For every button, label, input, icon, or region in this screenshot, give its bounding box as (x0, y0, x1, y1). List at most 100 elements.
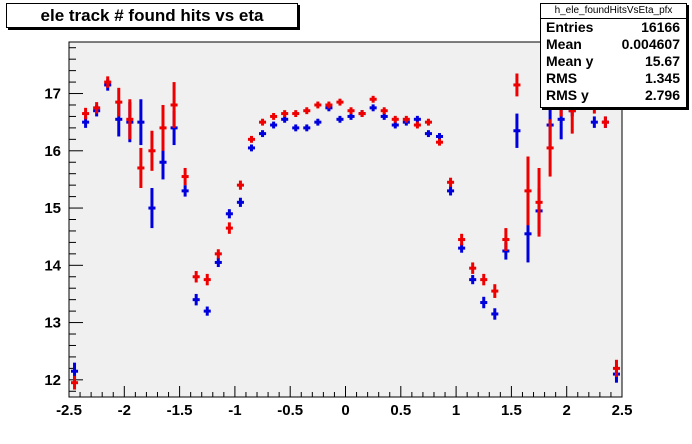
red-data-point (214, 249, 222, 259)
blue-data-point (469, 275, 477, 285)
y-tick-label: 14 (44, 257, 61, 274)
red-data-point (71, 375, 79, 390)
blue-data-point (270, 121, 278, 129)
y-tick-label: 17 (44, 86, 61, 103)
x-tick-label: 2 (563, 402, 571, 419)
red-data-point (126, 99, 134, 140)
red-data-point (336, 98, 344, 106)
red-data-point (292, 110, 300, 118)
stat-row-rms: RMS 1.345 (541, 70, 686, 87)
blue-data-point (225, 209, 233, 219)
blue-data-point (247, 144, 256, 152)
chart-title: ele track # found hits vs eta (6, 3, 298, 28)
stat-label: RMS y (546, 87, 589, 103)
blue-data-point (336, 115, 344, 123)
stat-value: 0.004607 (621, 36, 680, 52)
x-tick-label: -2 (118, 402, 131, 419)
red-data-point (447, 177, 455, 187)
blue-data-point (424, 130, 432, 138)
stat-value: 15.67 (644, 53, 680, 69)
x-tick-label: -2.5 (56, 402, 82, 419)
blue-data-point (369, 104, 377, 112)
red-data-point (93, 102, 101, 114)
x-tick-label: 0 (341, 402, 349, 419)
x-tick-label: 0.5 (390, 402, 411, 419)
red-data-point (502, 228, 510, 251)
stat-value: 16166 (641, 19, 680, 35)
red-data-point (104, 76, 112, 88)
y-tick-label: 15 (44, 200, 61, 217)
x-tick-label: -0.5 (277, 402, 303, 419)
y-tick-label: 16 (44, 143, 61, 160)
x-tick-label: -1.5 (167, 402, 193, 419)
blue-data-point (590, 116, 598, 128)
red-data-point (159, 104, 167, 151)
blue-data-point (259, 130, 267, 138)
plot-area (68, 41, 623, 398)
red-data-point (82, 107, 90, 120)
red-data-point (413, 121, 421, 129)
red-data-point (270, 113, 278, 120)
red-data-point (247, 135, 256, 143)
stat-label: Mean (546, 36, 582, 52)
x-tick-label: 1 (452, 402, 460, 419)
x-tick-label: 2.5 (612, 402, 633, 419)
red-data-point (469, 262, 477, 274)
red-data-point (325, 101, 333, 109)
blue-data-point (214, 257, 222, 268)
y-tick-label: 13 (44, 315, 61, 332)
red-data-point (612, 359, 620, 377)
blue-data-point (192, 293, 200, 306)
red-data-point (225, 222, 233, 234)
stat-row-mean-y: Mean y 15.67 (541, 53, 686, 70)
stat-value: 1.345 (644, 70, 680, 86)
red-data-point (513, 73, 521, 97)
stat-row-entries: Entries 16166 (541, 19, 686, 36)
y-tick-label: 12 (44, 372, 61, 389)
red-data-point (358, 110, 366, 118)
red-data-point (347, 107, 355, 115)
blue-data-point (236, 197, 244, 207)
red-data-point (148, 130, 156, 171)
red-data-point (314, 101, 322, 109)
red-data-point (115, 87, 123, 117)
blue-data-point (137, 99, 145, 146)
red-data-point (380, 107, 388, 115)
red-data-point (480, 273, 488, 286)
stat-row-rms-y: RMS y 2.796 (541, 87, 686, 104)
red-data-point (281, 110, 289, 118)
stats-box: h_ele_foundHitsVsEta_pfx Entries 16166 M… (540, 3, 687, 108)
red-data-point (181, 167, 189, 186)
blue-data-point (314, 118, 322, 126)
stats-name: h_ele_foundHitsVsEta_pfx (541, 4, 686, 19)
blue-data-point (292, 124, 300, 132)
red-data-point (259, 118, 267, 126)
red-data-point (402, 115, 410, 123)
stat-label: RMS (546, 70, 578, 86)
stat-value: 2.796 (644, 87, 680, 103)
blue-data-point (303, 124, 311, 132)
red-data-point (424, 118, 432, 126)
red-data-point (192, 271, 200, 283)
blue-data-point (480, 296, 488, 309)
red-data-point (170, 82, 178, 128)
red-data-point (303, 107, 311, 115)
blue-data-point (491, 308, 499, 320)
red-data-point (535, 167, 543, 237)
red-data-point (601, 116, 609, 128)
red-data-point (137, 147, 145, 189)
x-tick-label: 1.5 (501, 402, 522, 419)
red-data-point (491, 284, 499, 298)
red-data-point (546, 119, 554, 177)
stat-row-mean: Mean 0.004607 (541, 36, 686, 53)
blue-data-point (447, 186, 455, 196)
x-tick-label: -1 (228, 402, 241, 419)
red-data-point (236, 180, 244, 190)
red-data-point (369, 95, 377, 103)
red-data-point (391, 115, 399, 123)
data-points (71, 62, 620, 390)
blue-data-point (203, 306, 211, 316)
blue-data-point (148, 188, 156, 229)
stat-label: Mean y (546, 53, 594, 69)
